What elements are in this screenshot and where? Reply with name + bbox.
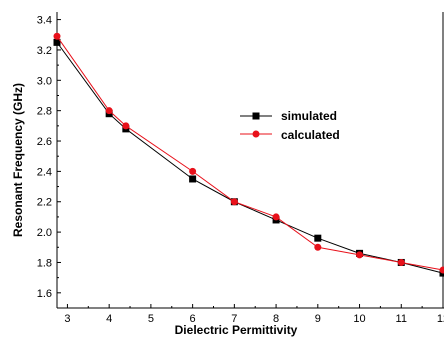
y-tick-label: 2.2 [37,197,52,209]
y-tick-label: 2.8 [37,106,52,118]
y-tick-label: 3.4 [37,15,52,27]
legend: simulated calculated [240,109,340,142]
data-point-calculated [189,167,197,175]
x-tick-label: 8 [273,313,279,325]
data-point-calculated [272,213,280,221]
x-tick-label: 12 [437,313,444,325]
data-point-calculated [230,198,238,206]
legend-label-calculated: calculated [281,128,340,142]
y-tick-label: 3.2 [37,45,52,57]
x-tick-label: 10 [353,313,365,325]
x-tick-label: 7 [231,313,237,325]
series-line-simulated [56,42,444,274]
x-tick-label: 11 [396,313,407,325]
series-layer [53,32,444,277]
x-axis-title: Dielectric Permittivity [175,323,298,337]
y-tick-label: 2.4 [37,166,52,178]
y-tick-label: 3.0 [37,75,52,87]
data-point-simulated [53,38,61,46]
legend-marker-calculated [252,130,260,138]
data-point-calculated [122,122,130,130]
y-tick-label: 2.0 [37,227,52,239]
data-point-calculated [314,243,322,251]
x-tick-label: 4 [106,313,112,325]
y-axis-title: Resonant Frequency (GHz) [11,83,25,237]
data-point-calculated [53,32,61,40]
legend-marker-simulated [252,112,260,120]
x-tick-label: 5 [148,313,154,325]
series-line-calculated [56,36,444,271]
y-tick-label: 1.6 [37,288,52,300]
data-point-simulated [314,234,322,242]
x-tick-label: 3 [64,313,70,325]
axis-ticks: 1.6 1.8 2.0 2.2 2.4 2.6 2.8 3.0 3.2 3.4 3 4 5 6 7 8 9 10 1… [37,15,444,325]
x-tick-label: 9 [315,313,321,325]
y-tick-label: 1.8 [37,257,52,269]
data-point-calculated [439,266,444,274]
data-point-calculated [105,107,113,115]
y-tick-label: 2.6 [37,136,52,148]
data-point-simulated [189,175,197,183]
legend-label-simulated: simulated [281,109,337,123]
data-point-calculated [356,251,364,259]
data-point-calculated [397,258,405,266]
x-tick-label: 6 [190,313,196,325]
